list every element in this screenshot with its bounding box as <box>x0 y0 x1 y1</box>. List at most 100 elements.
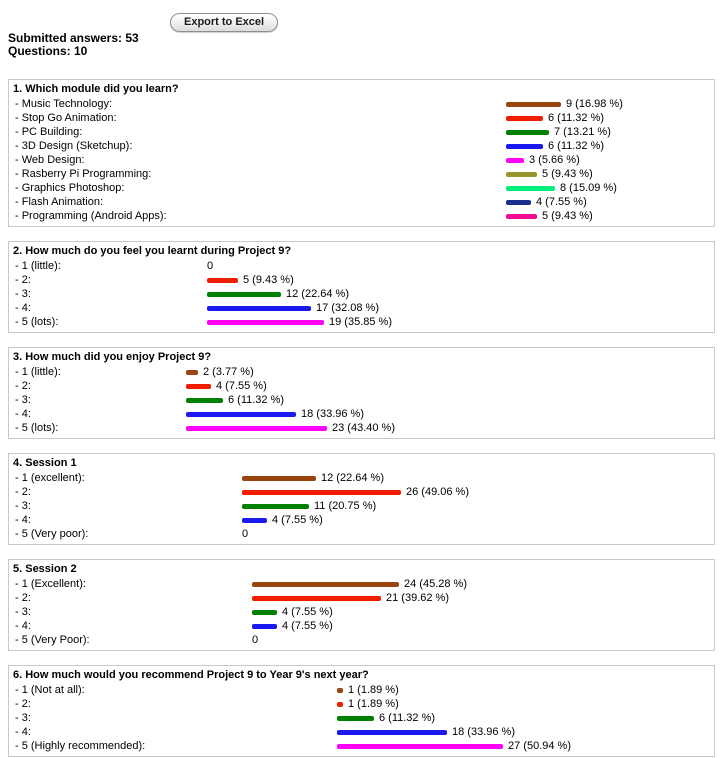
answer-value: 5 (9.43 %) <box>542 168 593 180</box>
answer-bar <box>506 129 549 135</box>
answer-value: 9 (16.98 %) <box>566 98 623 110</box>
question-title: 6. How much would you recommend Project … <box>13 669 369 681</box>
answer-row: - 1 (little): 2 (3.77 %) <box>13 365 710 379</box>
answer-row: - 5 (Highly recommended): 27 (50.94 %) <box>13 739 710 753</box>
answer-label: - 4: <box>15 302 31 314</box>
answer-label: - 4: <box>15 408 31 420</box>
answer-bar-group: 5 (9.43 %) <box>506 167 593 181</box>
question-block: 1. Which module did you learn? - Music T… <box>8 79 715 227</box>
answer-value: 1 (1.89 %) <box>348 684 399 696</box>
answer-row: - Web Design: 3 (5.66 %) <box>13 153 710 167</box>
answer-bar <box>207 291 281 297</box>
answer-label: - PC Building: <box>15 126 83 138</box>
answer-label: - 4: <box>15 726 31 738</box>
answer-row: - Graphics Photoshop: 8 (15.09 %) <box>13 181 710 195</box>
answer-bar <box>207 319 324 325</box>
answer-label: - 3: <box>15 500 31 512</box>
question-block: 3. How much did you enjoy Project 9? - 1… <box>8 347 715 439</box>
answer-value: 12 (22.64 %) <box>321 472 384 484</box>
answer-value: 4 (7.55 %) <box>216 380 267 392</box>
answer-value: 23 (43.40 %) <box>332 422 395 434</box>
answer-row: - 1 (excellent): 12 (22.64 %) <box>13 471 710 485</box>
answer-value: 1 (1.89 %) <box>348 698 399 710</box>
answer-row: - 4: 4 (7.55 %) <box>13 619 710 633</box>
toolbar: Export to Excel <box>170 12 715 32</box>
answer-row: - 1 (little): 0 <box>13 259 710 273</box>
answer-value: 26 (49.06 %) <box>406 486 469 498</box>
answer-row: - 4: 18 (33.96 %) <box>13 725 710 739</box>
answer-row: - 3: 11 (20.75 %) <box>13 499 710 513</box>
answer-bar <box>506 101 561 107</box>
answer-row: - 1 (Excellent): 24 (45.28 %) <box>13 577 710 591</box>
answer-bar <box>242 475 316 481</box>
answer-bar <box>506 115 543 121</box>
answer-label: - 2: <box>15 698 31 710</box>
answer-bar <box>252 595 381 601</box>
answer-bar-group: 7 (13.21 %) <box>506 125 611 139</box>
answer-bar <box>506 157 524 163</box>
answer-bar <box>207 305 311 311</box>
answer-bar-group: 12 (22.64 %) <box>207 287 349 301</box>
answer-row: - 2: 5 (9.43 %) <box>13 273 710 287</box>
question-rows: - Music Technology: 9 (16.98 %) - Stop G… <box>13 97 710 223</box>
answer-row: - 5 (lots): 23 (43.40 %) <box>13 421 710 435</box>
question-rows: - 1 (excellent): 12 (22.64 %) - 2: 26 (4… <box>13 471 710 541</box>
answer-row: - 2: 21 (39.62 %) <box>13 591 710 605</box>
answer-label: - 5 (lots): <box>15 422 59 434</box>
answer-label: - 4: <box>15 514 31 526</box>
answer-label: - Web Design: <box>15 154 85 166</box>
answer-bar-group: 12 (22.64 %) <box>242 471 384 485</box>
answer-label: - Programming (Android Apps): <box>15 210 167 222</box>
survey-results: 1. Which module did you learn? - Music T… <box>8 79 715 757</box>
question-rows: - 1 (Excellent): 24 (45.28 %) - 2: 21 (3… <box>13 577 710 647</box>
answer-value: 18 (33.96 %) <box>301 408 364 420</box>
answer-row: - 2: 1 (1.89 %) <box>13 697 710 711</box>
answer-bar <box>186 425 327 431</box>
answer-label: - Flash Animation: <box>15 196 104 208</box>
answer-bar-group: 26 (49.06 %) <box>242 485 469 499</box>
answer-label: - 1 (little): <box>15 366 61 378</box>
answer-bar-group: 11 (20.75 %) <box>242 499 376 513</box>
answer-bar <box>242 503 309 509</box>
answer-label: - 1 (Not at all): <box>15 684 85 696</box>
answer-row: - Flash Animation: 4 (7.55 %) <box>13 195 710 209</box>
answer-value: 0 <box>207 260 214 272</box>
answer-row: - 3: 6 (11.32 %) <box>13 711 710 725</box>
answer-bar-group: 8 (15.09 %) <box>506 181 617 195</box>
answer-bar-group: 27 (50.94 %) <box>337 739 571 753</box>
answer-row: - Music Technology: 9 (16.98 %) <box>13 97 710 111</box>
answer-value: 0 <box>252 634 259 646</box>
answer-label: - Graphics Photoshop: <box>15 182 125 194</box>
answer-value: 12 (22.64 %) <box>286 288 349 300</box>
export-to-excel-button[interactable]: Export to Excel <box>170 13 279 32</box>
answer-bar <box>506 171 537 177</box>
answer-label: - 3D Design (Sketchup): <box>15 140 133 152</box>
answer-bar <box>186 411 296 417</box>
answer-value: 24 (45.28 %) <box>404 578 467 590</box>
answer-value: 0 <box>242 528 249 540</box>
answer-bar <box>337 743 503 749</box>
answer-label: - 5 (lots): <box>15 316 59 328</box>
answer-label: - 2: <box>15 592 31 604</box>
answer-value: 11 (20.75 %) <box>314 500 377 512</box>
answer-label: - Rasberry Pi Programming: <box>15 168 152 180</box>
answer-label: - 1 (Excellent): <box>15 578 86 590</box>
answer-label: - 5 (Very poor): <box>15 528 89 540</box>
answer-row: - 3: 4 (7.55 %) <box>13 605 710 619</box>
answer-bar-group: 4 (7.55 %) <box>186 379 267 393</box>
answer-bar <box>242 517 267 523</box>
question-title: 2. How much do you feel you learnt durin… <box>13 245 292 257</box>
answer-bar <box>252 581 399 587</box>
answer-bar-group: 4 (7.55 %) <box>252 619 333 633</box>
answer-value: 6 (11.32 %) <box>228 394 285 406</box>
answer-bar-group: 5 (9.43 %) <box>207 273 294 287</box>
answer-row: - Programming (Android Apps): 5 (9.43 %) <box>13 209 710 223</box>
answer-value: 17 (32.08 %) <box>316 302 379 314</box>
answer-row: - 2: 26 (49.06 %) <box>13 485 710 499</box>
answer-bar-group: 19 (35.85 %) <box>207 315 392 329</box>
answer-bar <box>252 623 277 629</box>
answer-value: 5 (9.43 %) <box>243 274 294 286</box>
answer-label: - Music Technology: <box>15 98 113 110</box>
answer-value: 21 (39.62 %) <box>386 592 449 604</box>
answer-bar-group: 0 <box>207 259 213 273</box>
